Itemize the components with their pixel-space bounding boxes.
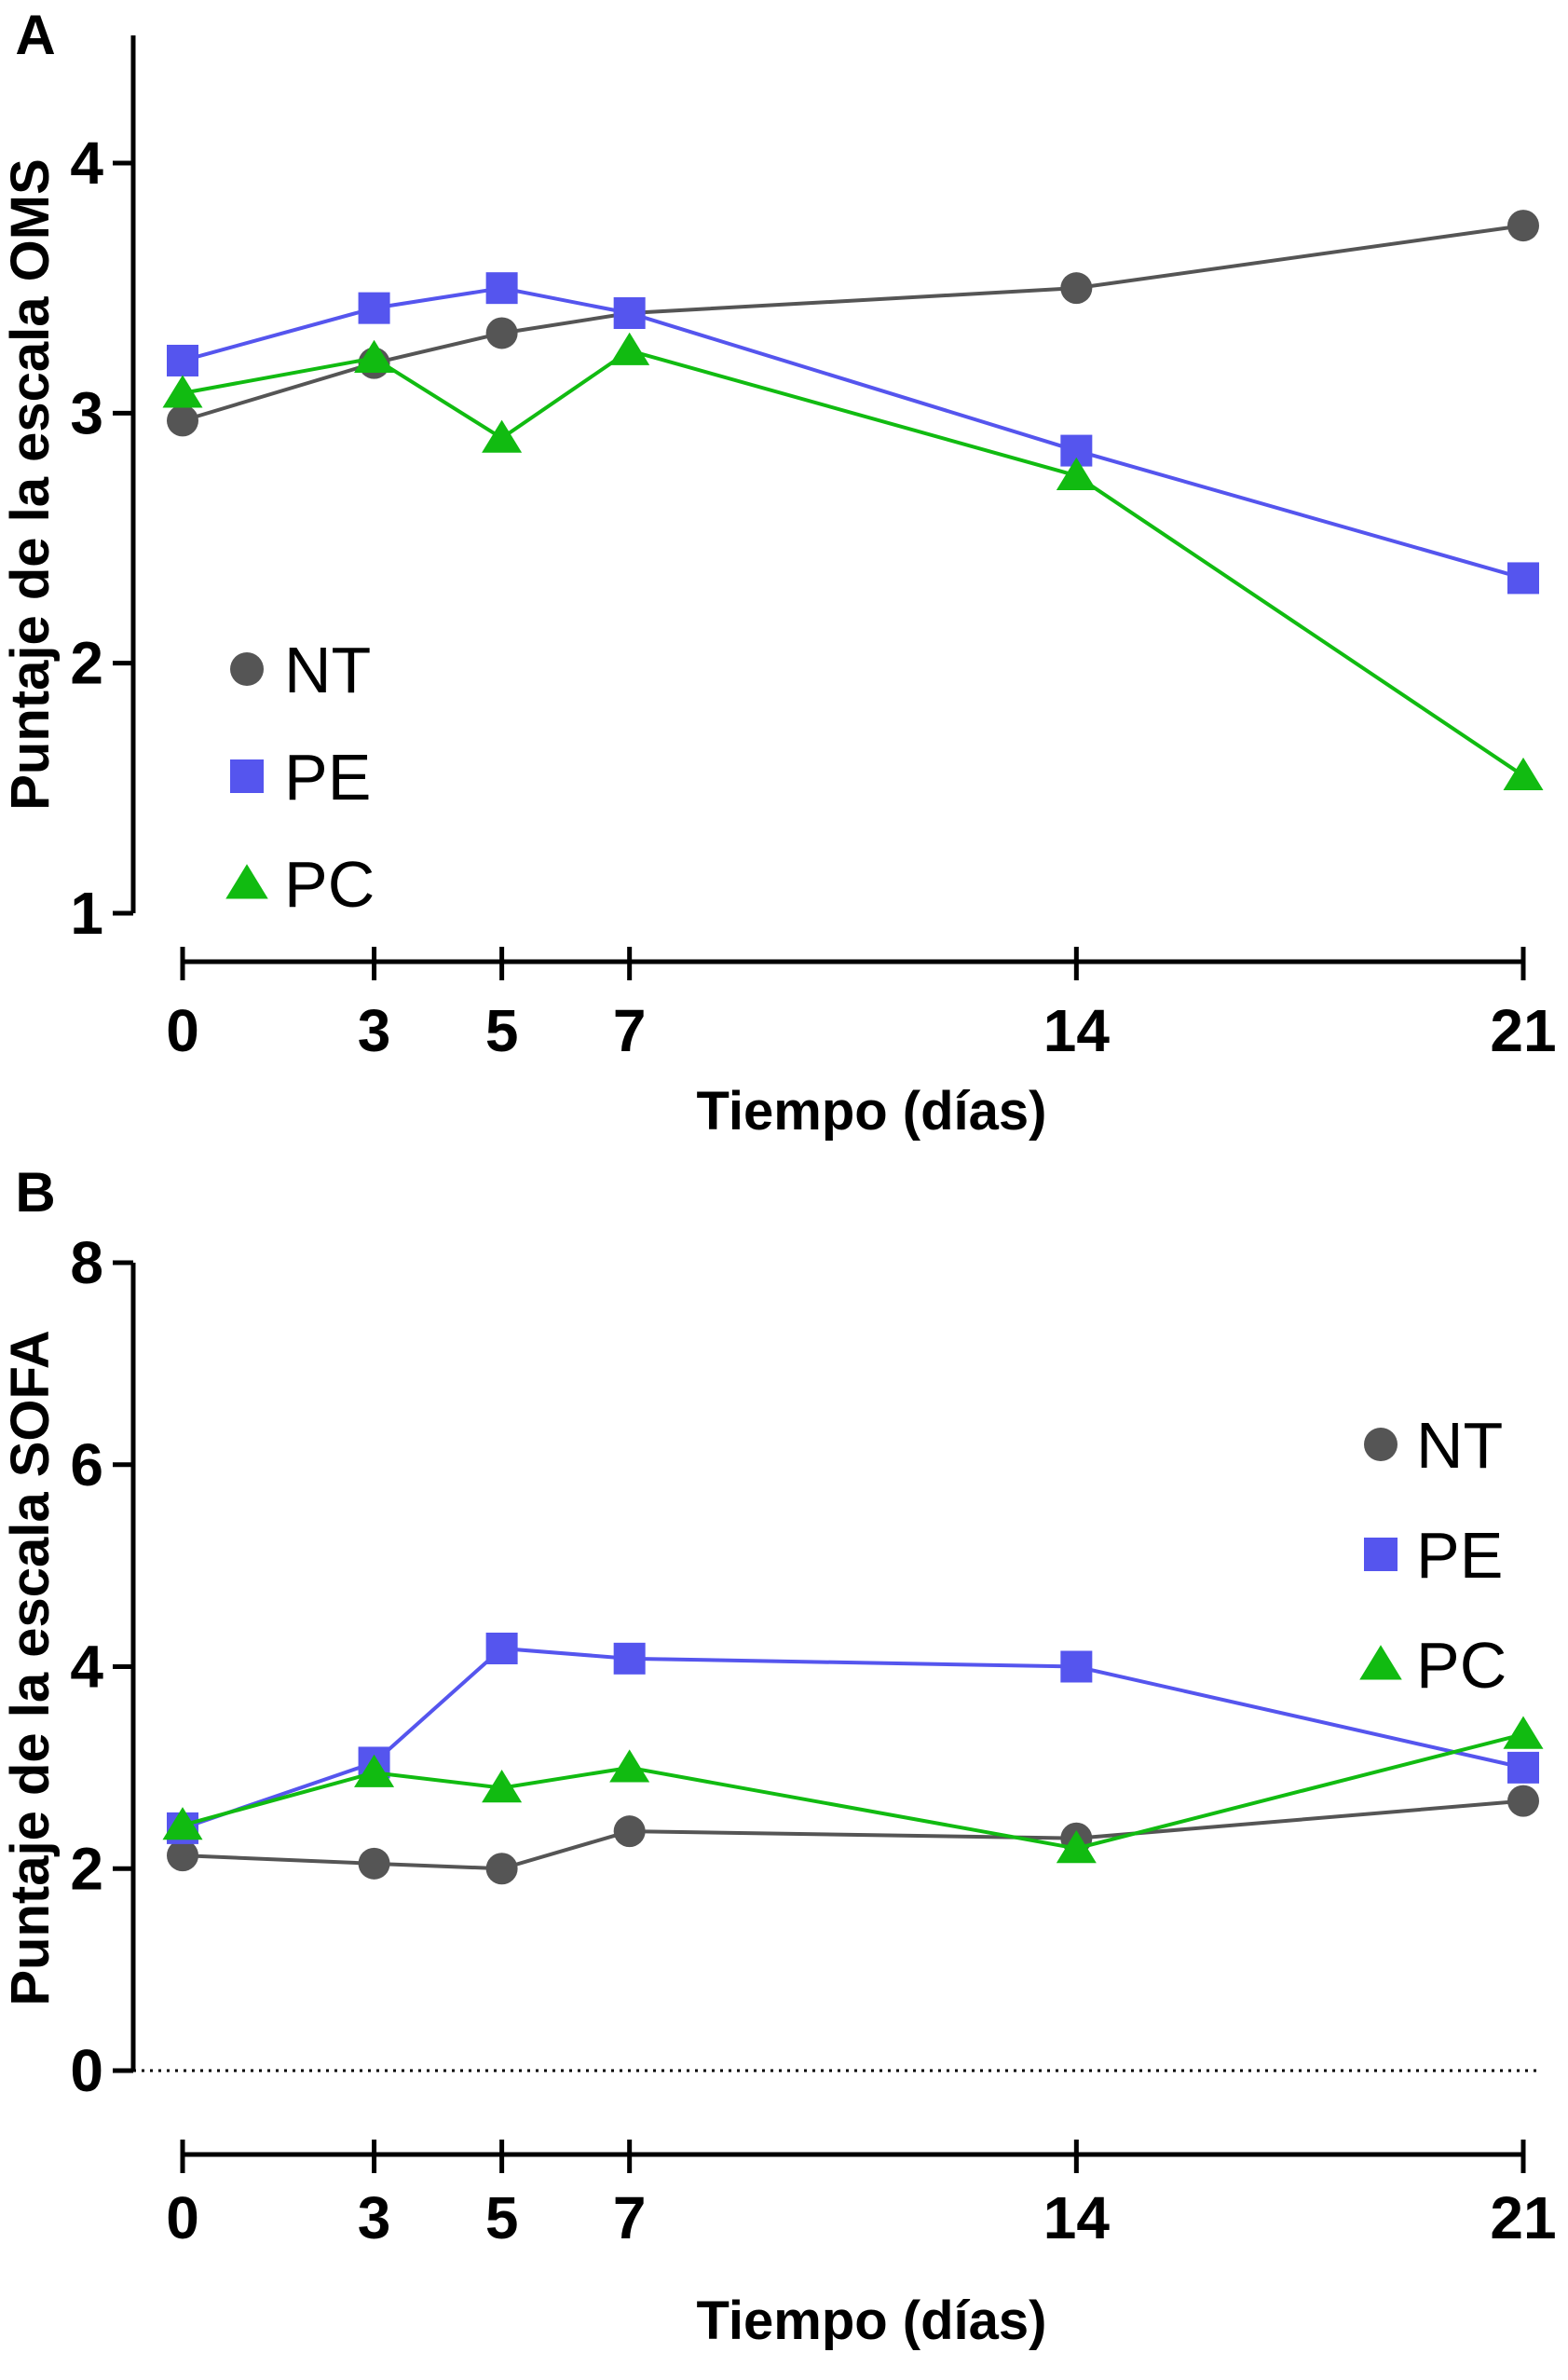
series-line-nt	[182, 224, 1524, 423]
chart-panel-a: A 1 2 3 4 0 3 5 7 14 21 Tiempo (días) Puntaje de la …	[0, 4, 1557, 1142]
legend-label: PC	[1416, 1629, 1507, 1702]
data-point-pe	[613, 1642, 646, 1675]
data-point-nt	[167, 404, 198, 437]
data-point-nt	[485, 1853, 518, 1885]
data-point-pe	[485, 1632, 518, 1664]
x-tick-label: 14	[1043, 2184, 1111, 2251]
x-tick-label: 3	[358, 2184, 391, 2251]
legend-label: NT	[1416, 1409, 1503, 1482]
legend: NT PE PC	[225, 634, 375, 921]
y-tick-label: 4	[70, 1634, 103, 1701]
data-point-pc	[354, 1754, 395, 1787]
y-tick-label: 1	[70, 880, 103, 947]
legend-marker-pe	[1364, 1538, 1398, 1571]
legend-marker-pc	[225, 864, 268, 899]
x-tick-label: 5	[485, 997, 519, 1064]
legend-marker-pc	[1359, 1645, 1402, 1680]
data-point-nt	[485, 317, 518, 349]
x-tick-label: 0	[166, 2184, 199, 2251]
chart-panel-b: B 0 2 4 6 8 0 3 5 7 14 21 Tiempo (días) Puntaje de la…	[0, 1161, 1557, 2351]
x-tick-label: 14	[1043, 997, 1111, 1064]
y-tick-label: 0	[70, 2037, 103, 2104]
data-point-nt	[167, 1840, 198, 1872]
data-point-nt	[1507, 210, 1539, 242]
data-point-pe	[358, 292, 390, 324]
data-point-pc	[354, 339, 395, 373]
series-pe	[167, 272, 1539, 595]
legend: NT PE PC	[1359, 1409, 1507, 1702]
data-point-pe	[613, 297, 646, 329]
series-pc	[162, 1716, 1544, 1864]
series-line-nt	[182, 1799, 1524, 1871]
series-line-pc	[182, 1732, 1524, 1851]
series-pe	[167, 1632, 1539, 1844]
series-line-pe	[182, 1646, 1524, 1830]
x-tick-label: 21	[1490, 2184, 1556, 2251]
series-nt	[167, 1785, 1539, 1885]
legend-label: PE	[1416, 1519, 1503, 1592]
data-point-pe	[167, 344, 198, 376]
series-line-pc	[182, 349, 1525, 778]
series-line-pe	[182, 286, 1524, 581]
panel-label: B	[15, 1161, 55, 1224]
legend-label: PC	[284, 848, 375, 921]
data-point-nt	[1060, 272, 1093, 305]
data-point-pc	[609, 1749, 650, 1783]
data-point-pc	[609, 332, 650, 365]
x-tick-label: 0	[166, 997, 199, 1064]
x-tick-label: 5	[485, 2184, 519, 2251]
data-point-nt	[613, 1815, 646, 1848]
legend-marker-pe	[230, 759, 264, 793]
data-point-pe	[485, 272, 518, 305]
data-point-pe	[1060, 1650, 1093, 1683]
x-axis-title: Tiempo (días)	[697, 2291, 1047, 2351]
data-point-pe	[1507, 1751, 1539, 1784]
data-point-pc	[482, 1770, 523, 1803]
y-tick-label: 2	[70, 630, 103, 697]
legend-label: NT	[284, 634, 371, 706]
data-point-pc	[482, 419, 523, 453]
data-point-pc	[1056, 1830, 1097, 1864]
panel-label: A	[15, 4, 55, 66]
x-axis-title: Tiempo (días)	[697, 1081, 1047, 1142]
x-tick-label: 7	[613, 997, 647, 1064]
y-axis-title: Puntaje de la escala SOFA	[0, 1330, 61, 2005]
legend-marker-nt	[1364, 1428, 1398, 1461]
y-axis-title: Puntaje de la escala OMS	[0, 158, 61, 811]
data-point-pc	[1503, 757, 1544, 791]
data-point-pc	[162, 1807, 203, 1840]
y-tick-label: 6	[70, 1431, 103, 1498]
data-point-pc	[1503, 1716, 1544, 1749]
data-point-nt	[1507, 1785, 1539, 1817]
x-tick-label: 7	[613, 2184, 647, 2251]
data-point-pc	[162, 375, 203, 408]
y-tick-label: 3	[70, 379, 103, 446]
data-point-nt	[358, 1847, 390, 1880]
data-point-pe	[1507, 562, 1539, 595]
x-tick-label: 21	[1490, 997, 1556, 1064]
y-tick-label: 4	[70, 130, 103, 197]
series-nt	[167, 210, 1539, 437]
legend-marker-nt	[230, 652, 264, 686]
data-point-pc	[1056, 457, 1097, 491]
legend-label: PE	[284, 741, 371, 814]
x-tick-label: 3	[358, 997, 391, 1064]
y-tick-label: 2	[70, 1835, 103, 1902]
series-pc	[162, 332, 1544, 791]
y-tick-label: 8	[70, 1229, 103, 1296]
